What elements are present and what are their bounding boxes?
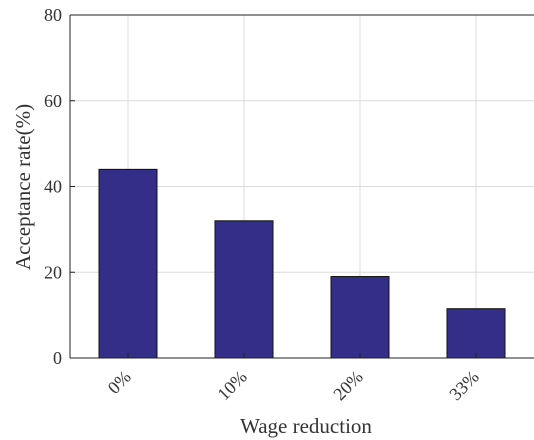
bar <box>330 276 390 359</box>
x-tick-label: 20% <box>329 367 366 404</box>
x-tick-label: 10% <box>213 367 250 404</box>
y-tick-label: 40 <box>44 177 62 197</box>
bar <box>214 220 274 359</box>
y-tick-label: 0 <box>53 348 62 368</box>
bar <box>98 168 158 359</box>
plot-frame <box>69 14 534 359</box>
x-tick-label: 33% <box>445 367 482 404</box>
y-tick-label: 20 <box>44 262 62 282</box>
y-tick-label: 60 <box>44 91 62 111</box>
bars <box>98 168 506 359</box>
y-tick-labels: 0 20 40 60 80 <box>44 5 62 368</box>
y-axis-title: Acceptance rate(%) <box>11 104 35 270</box>
y-tick-label: 80 <box>44 5 62 25</box>
bar <box>446 308 506 359</box>
x-tick-labels: 0% 10% 20% 33% <box>104 367 483 404</box>
x-axis-title: Wage reduction <box>240 414 372 438</box>
x-tick-label: 0% <box>104 367 135 398</box>
